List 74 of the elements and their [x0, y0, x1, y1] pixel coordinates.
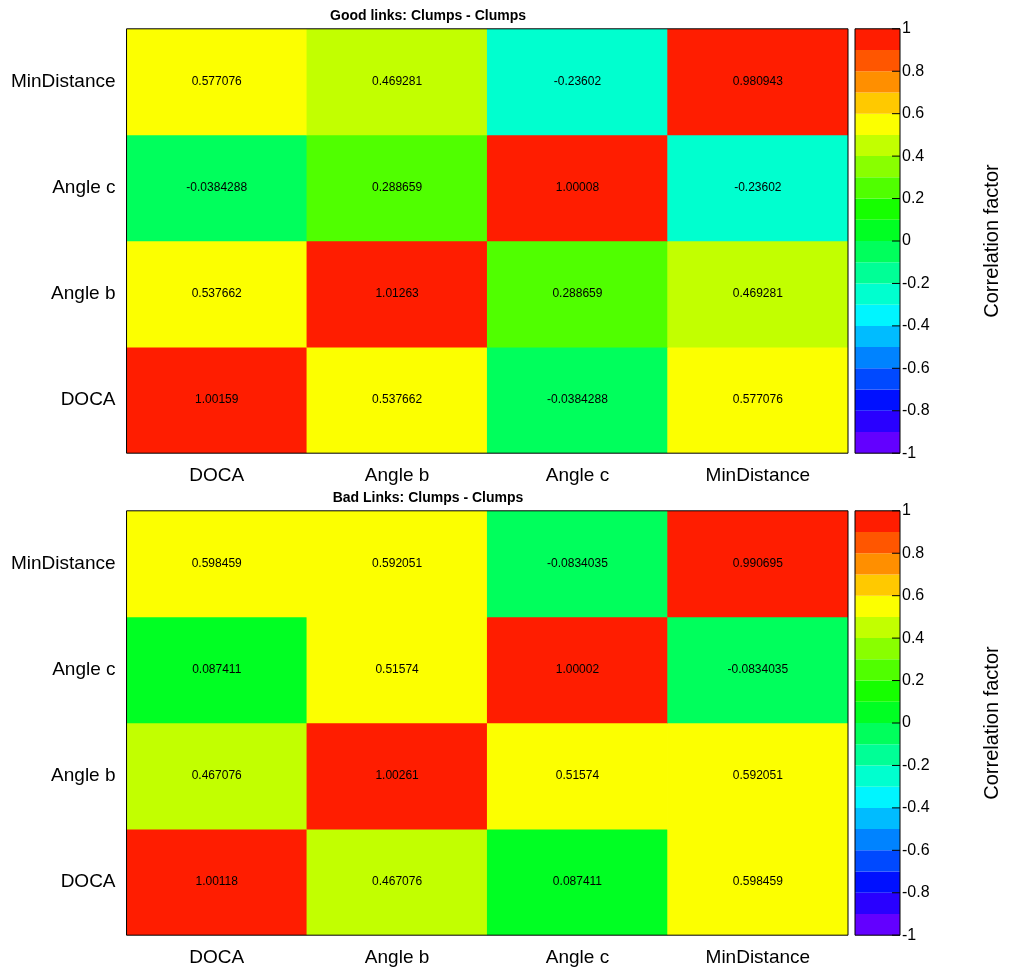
data-label: 0.598459 — [732, 874, 784, 889]
color-bar-label: 1 — [902, 501, 911, 519]
x-tick-label: DOCA — [189, 945, 245, 967]
data-label: 0.990695 — [732, 556, 784, 571]
chart-title: Bad Links: Clumps - Clumps — [332, 489, 524, 506]
data-label: 0.469281 — [372, 74, 423, 89]
color-bar-label: 0.2 — [902, 670, 925, 688]
data-label: 0.467076 — [372, 874, 423, 889]
color-bar-title: Correlation factor — [979, 163, 1002, 318]
color-bar-label: 0 — [902, 231, 911, 249]
data-label: 1.00008 — [555, 180, 600, 195]
color-bar-label: -0.4 — [902, 798, 930, 816]
y-tick-label: Angle c — [52, 658, 116, 680]
y-tick-label: DOCA — [60, 870, 116, 892]
data-label: 0.537662 — [191, 286, 243, 301]
data-label: 0.577076 — [191, 74, 243, 89]
data-label: 0.592051 — [732, 768, 784, 783]
data-label: 0.592051 — [372, 556, 423, 571]
color-bar-label: -0.4 — [902, 316, 930, 334]
data-label: -0.0834035 — [727, 662, 789, 677]
data-label: 1.00159 — [195, 392, 239, 407]
x-tick-label: Angle c — [545, 945, 610, 967]
color-bar-label: 0.4 — [902, 628, 925, 646]
x-tick-label: MinDistance — [705, 463, 811, 485]
y-tick-label: Angle c — [52, 176, 116, 198]
color-bar-label: -0.8 — [902, 401, 930, 419]
color-bar-label: 0.4 — [902, 146, 925, 164]
color-bar-label: -0.6 — [902, 840, 930, 858]
data-label: 1.01263 — [375, 286, 420, 301]
color-bar-label: 0.2 — [902, 188, 925, 206]
data-label: 0.598459 — [191, 556, 243, 571]
color-bar-title: Correlation factor — [979, 645, 1002, 800]
color-bar-label: -0.8 — [902, 883, 930, 901]
x-tick-label: Angle c — [545, 463, 610, 485]
y-tick-label: Angle b — [51, 764, 116, 786]
y-tick-label: MinDistance — [10, 552, 116, 574]
color-bar-label: -1 — [902, 925, 917, 943]
color-bar-label: 0.8 — [902, 61, 925, 79]
data-label: 0.980943 — [732, 74, 784, 89]
data-label: 0.537662 — [372, 392, 423, 407]
color-bar-label: 0.8 — [902, 543, 925, 561]
data-label: 1.00118 — [195, 874, 239, 889]
x-tick-label: MinDistance — [705, 945, 811, 967]
x-tick-label: DOCA — [189, 463, 245, 485]
data-label: 0.288659 — [552, 286, 603, 301]
x-tick-label: Angle b — [364, 463, 430, 485]
color-bar-label: -0.2 — [902, 273, 930, 291]
color-bar-label: -1 — [902, 443, 917, 461]
color-bar-label: 0 — [902, 713, 911, 731]
color-bar-label: 1 — [902, 19, 911, 37]
data-label: -0.0384288 — [547, 392, 609, 407]
y-tick-label: Angle b — [51, 282, 116, 304]
data-label: -0.23602 — [553, 74, 602, 89]
data-label: 0.467076 — [191, 768, 243, 783]
chart-title: Good links: Clumps - Clumps — [329, 7, 527, 24]
data-label: 0.469281 — [732, 286, 784, 301]
color-bar-label: 0.6 — [902, 104, 925, 122]
data-label: 0.51574 — [375, 662, 420, 677]
data-label: 0.288659 — [372, 180, 423, 195]
data-label: 1.00002 — [555, 662, 600, 677]
data-label: -0.0834035 — [547, 556, 609, 571]
x-tick-label: Angle b — [364, 945, 430, 967]
y-tick-label: MinDistance — [10, 70, 116, 92]
data-label: 0.087411 — [552, 874, 603, 889]
data-label: 0.087411 — [192, 662, 242, 677]
color-bar-label: -0.6 — [902, 358, 930, 376]
y-tick-label: DOCA — [60, 388, 116, 410]
data-label: 0.577076 — [732, 392, 784, 407]
data-label: -0.0384288 — [186, 180, 248, 195]
data-label: 0.51574 — [555, 768, 600, 783]
color-bar-label: 0.6 — [902, 586, 925, 604]
data-label: -0.23602 — [734, 180, 782, 195]
data-label: 1.00261 — [375, 768, 420, 783]
color-bar-label: -0.2 — [902, 755, 930, 773]
